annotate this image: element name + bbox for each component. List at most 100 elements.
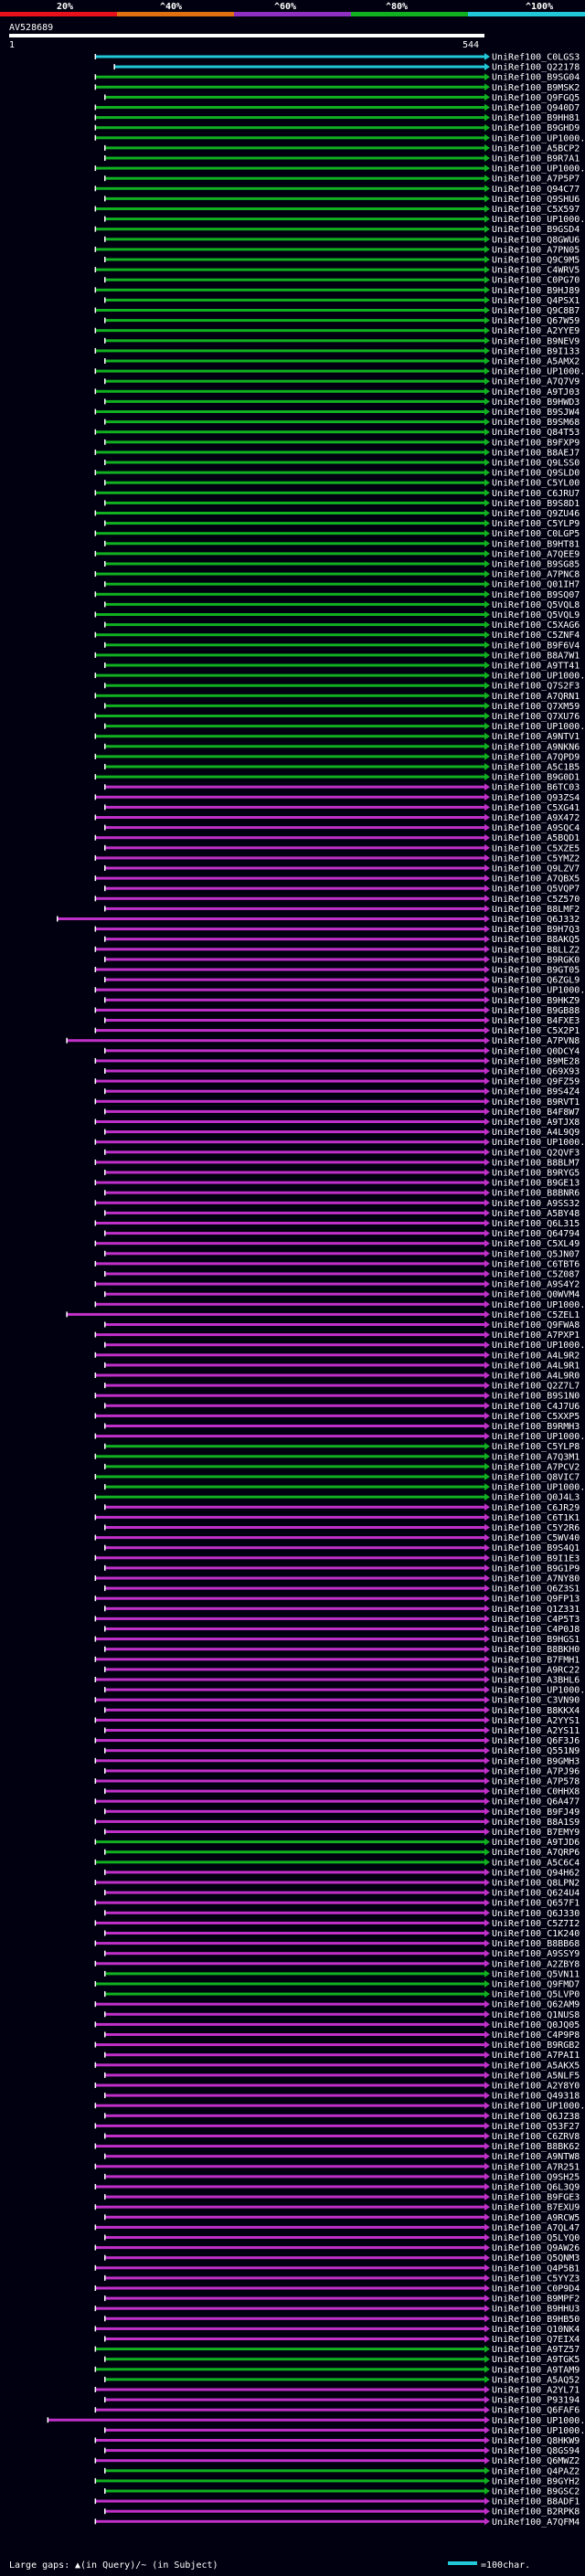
hit-label[interactable]: UniRef100_A7PNC8	[492, 570, 580, 580]
hit-label[interactable]: UniRef100_C5X2P1	[492, 1026, 580, 1036]
hit-row[interactable]: UniRef100_A9S4Y2	[94, 1280, 580, 1290]
hit-label[interactable]: UniRef100_Q9AW26	[492, 2243, 580, 2253]
hit-label[interactable]: UniRef100_B8BNR6	[492, 1189, 580, 1199]
hit-label[interactable]: UniRef100_A2Y8Y0	[492, 2082, 580, 2092]
hit-label[interactable]: UniRef100_Q5JN07	[492, 1249, 580, 1259]
hit-row[interactable]: UniRef100_B9ME28	[94, 1056, 580, 1066]
hit-label[interactable]: UniRef100_A9RC22	[492, 1665, 580, 1675]
hit-label[interactable]: UniRef100_C4J7U6	[492, 1402, 580, 1412]
hit-label[interactable]: UniRef100_B9H7Q3	[492, 925, 580, 935]
hit-label[interactable]: UniRef100_A7QL47	[492, 2223, 580, 2233]
hit-row[interactable]: UniRef100_Q6JZ38	[104, 2112, 580, 2122]
hit-label[interactable]: UniRef100_B9I133	[492, 346, 580, 356]
hit-row[interactable]: UniRef100_C5X597	[94, 205, 580, 215]
hit-row[interactable]: UniRef100_A7QPD9	[94, 752, 580, 762]
hit-label[interactable]: UniRef100_C0P9D4	[492, 2284, 580, 2295]
hit-row[interactable]: UniRef100_Q8GS94	[104, 2446, 580, 2456]
hit-label[interactable]: UniRef100_B9HHU3	[492, 2305, 580, 2315]
hit-row[interactable]: UniRef100_B9RMH3	[104, 1422, 580, 1432]
hit-row[interactable]: UniRef100_B9FGE3	[104, 2193, 580, 2203]
hit-row[interactable]: UniRef100_Q9LZV7	[104, 864, 580, 875]
hit-row[interactable]: UniRef100_Q7S2F3	[104, 682, 580, 692]
hit-row[interactable]: UniRef100_Q4PAZ2	[104, 2466, 580, 2476]
hit-row[interactable]: UniRef100_B2RPK8	[104, 2507, 580, 2518]
hit-label[interactable]: UniRef100_UP1000...	[492, 1300, 585, 1310]
hit-label[interactable]: UniRef100_A2YS11	[492, 1726, 580, 1736]
hit-label[interactable]: UniRef100_A7R251	[492, 2162, 580, 2172]
hit-row[interactable]: UniRef100_A4L9Q9	[104, 1128, 580, 1138]
hit-label[interactable]: UniRef100_B8KKX4	[492, 1706, 580, 1716]
hit-row[interactable]: UniRef100_B9GHD9	[94, 123, 580, 133]
hit-row[interactable]: UniRef100_A2YYE9	[94, 326, 580, 336]
hit-row[interactable]: UniRef100_A7QRP6	[104, 1848, 580, 1858]
hit-label[interactable]: UniRef100_B9HGS1	[492, 1635, 580, 1645]
hit-label[interactable]: UniRef100_B8BB68	[492, 1939, 580, 1949]
hit-row[interactable]: UniRef100_B7EMY9	[104, 1828, 580, 1838]
hit-row[interactable]: UniRef100_Q9ZU46	[94, 509, 580, 519]
hit-row[interactable]: UniRef100_C5XZE5	[104, 843, 580, 853]
hit-row[interactable]: UniRef100_C4J7U6	[104, 1402, 580, 1412]
hit-row[interactable]: UniRef100_Q5VQL8	[104, 600, 580, 610]
hit-row[interactable]: UniRef100_Q5VQL9	[94, 610, 580, 620]
hit-label[interactable]: UniRef100_Q7S2F3	[492, 682, 580, 692]
hit-label[interactable]: UniRef100_A7PN05	[492, 245, 580, 255]
hit-label[interactable]: UniRef100_A4L9R1	[492, 1361, 580, 1371]
hit-label[interactable]: UniRef100_A7QEE9	[492, 549, 580, 559]
hit-label[interactable]: UniRef100_Q4PAZ2	[492, 2466, 580, 2476]
hit-row[interactable]: UniRef100_Q0WVM4	[104, 1290, 580, 1300]
hit-row[interactable]: UniRef100_Q5LYQ0	[104, 2233, 580, 2243]
hit-label[interactable]: UniRef100_Q93ZS4	[492, 793, 580, 803]
hit-label[interactable]: UniRef100_C6T1K1	[492, 1513, 580, 1523]
hit-label[interactable]: UniRef100_Q9SHU6	[492, 195, 580, 205]
hit-label[interactable]: UniRef100_UP1000...	[492, 2102, 585, 2112]
hit-row[interactable]: UniRef100_B9SG85	[104, 560, 580, 570]
hit-label[interactable]: UniRef100_B9R7A1	[492, 154, 580, 164]
hit-row[interactable]: UniRef100_UP1000...	[104, 1686, 585, 1696]
hit-row[interactable]: UniRef100_C6TBT6	[94, 1259, 580, 1269]
hit-label[interactable]: UniRef100_A4L9R0	[492, 1372, 580, 1382]
hit-row[interactable]: UniRef100_B7FMH1	[94, 1655, 580, 1665]
hit-label[interactable]: UniRef100_A7PAI1	[492, 2051, 580, 2061]
hit-row[interactable]: UniRef100_B9RVT1	[94, 1097, 580, 1108]
hit-label[interactable]: UniRef100_Q49318	[492, 2092, 580, 2102]
hit-row[interactable]: UniRef100_A7PXP1	[94, 1330, 580, 1341]
hit-row[interactable]: UniRef100_C5WV40	[94, 1533, 580, 1543]
hit-row[interactable]: UniRef100_C5XL49	[94, 1239, 580, 1249]
hit-label[interactable]: UniRef100_B8LMF2	[492, 905, 580, 915]
hit-label[interactable]: UniRef100_C4WRV5	[492, 266, 580, 276]
hit-row[interactable]: UniRef100_Q6Z3S1	[104, 1585, 580, 1595]
hit-label[interactable]: UniRef100_C5YYZ3	[492, 2274, 580, 2284]
hit-label[interactable]: UniRef100_Q8VIC7	[492, 1473, 580, 1483]
hit-label[interactable]: UniRef100_B8AEJ7	[492, 448, 580, 458]
hit-label[interactable]: UniRef100_B8A7W1	[492, 651, 580, 661]
hit-row[interactable]: UniRef100_A9TJX8	[94, 1118, 580, 1128]
hit-label[interactable]: UniRef100_A7QRP6	[492, 1848, 580, 1858]
hit-label[interactable]: UniRef100_UP1000...	[492, 1483, 585, 1493]
hit-label[interactable]: UniRef100_B9HWD3	[492, 398, 580, 408]
hit-row[interactable]: UniRef100_C0LGP5	[94, 529, 580, 539]
hit-row[interactable]: UniRef100_A5BQD1	[94, 833, 580, 843]
hit-label[interactable]: UniRef100_C5Z7I2	[492, 1919, 580, 1929]
hit-row[interactable]: UniRef100_Q9FGQ5	[104, 93, 580, 103]
hit-label[interactable]: UniRef100_Q6A477	[492, 1797, 580, 1807]
hit-row[interactable]: UniRef100_C4P0J8	[104, 1625, 580, 1635]
hit-row[interactable]: UniRef100_A2YYS1	[94, 1716, 580, 1726]
hit-row[interactable]: UniRef100_Q9FP13	[94, 1595, 580, 1605]
hit-row[interactable]: UniRef100_C6JR29	[104, 1503, 580, 1513]
hit-label[interactable]: UniRef100_A2YL71	[492, 2386, 580, 2396]
hit-row[interactable]: UniRef100_A7PN05	[94, 245, 580, 255]
hit-label[interactable]: UniRef100_C0LGP5	[492, 529, 580, 539]
hit-label[interactable]: UniRef100_A5BQD1	[492, 833, 580, 843]
hit-label[interactable]: UniRef100_B8BLM7	[492, 1158, 580, 1168]
hit-row[interactable]: UniRef100_Q4P5B1	[94, 2263, 580, 2274]
hit-row[interactable]: UniRef100_Q8GWU6	[104, 235, 580, 245]
hit-label[interactable]: UniRef100_Q5VQL8	[492, 600, 580, 610]
hit-row[interactable]: UniRef100_Q7EIX4	[104, 2335, 580, 2345]
hit-row[interactable]: UniRef100_C1K240	[104, 1929, 580, 1939]
hit-row[interactable]: UniRef100_C5YLP8	[104, 1442, 580, 1452]
hit-label[interactable]: UniRef100_Q4P5B1	[492, 2263, 580, 2274]
hit-label[interactable]: UniRef100_C5XG41	[492, 803, 580, 813]
hit-label[interactable]: UniRef100_B8ADF1	[492, 2497, 580, 2507]
hit-row[interactable]: UniRef100_B8BNR6	[104, 1189, 580, 1199]
hit-label[interactable]: UniRef100_Q7EIX4	[492, 2335, 580, 2345]
